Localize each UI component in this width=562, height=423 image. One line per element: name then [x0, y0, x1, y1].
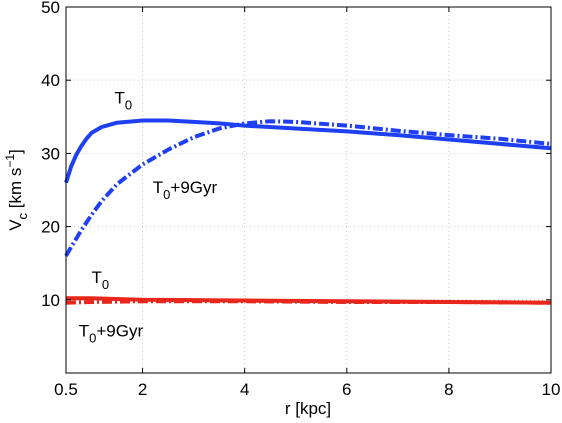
grid-lines: [66, 7, 551, 373]
series-line: [64, 119, 552, 257]
x-tick-label: 4: [240, 380, 249, 399]
x-tick-label: 0.5: [54, 380, 78, 399]
annotation-subscript: 0: [125, 98, 132, 113]
ticks-group: 0.5 2 4 6 8 10 10 20 30 40 50: [41, 0, 560, 399]
y-tick-label: 40: [41, 71, 60, 90]
annotation-subscript: 0: [102, 277, 109, 292]
plot-frame: [65, 6, 552, 374]
y-tick-label: 20: [41, 218, 60, 237]
curve-annotation: T0: [115, 89, 133, 113]
x-axis-label: r [kpc]: [285, 399, 331, 418]
y-label-unit: [km s: [6, 168, 25, 213]
y-tick-label: 50: [41, 0, 60, 17]
series-line: [64, 118, 552, 184]
y-label-main: V: [6, 219, 25, 231]
x-tick-label: 2: [138, 380, 147, 399]
annotation-main: T: [153, 178, 163, 197]
x-tick-label: 8: [444, 380, 453, 399]
annotation-suffix: +9Gyr: [170, 178, 217, 197]
y-label-subscript: c: [15, 212, 30, 219]
plot-background: [66, 7, 551, 373]
x-tick-label: 10: [542, 380, 561, 399]
y-label-superscript: −1: [3, 154, 17, 168]
annotation-suffix: +9Gyr: [96, 321, 143, 340]
y-tick-label: 30: [41, 144, 60, 163]
series-line: [65, 299, 552, 305]
y-label-close: ]: [6, 149, 25, 154]
x-tick-label: 6: [342, 380, 351, 399]
y-axis-label: Vc [km s−1]: [3, 149, 30, 231]
annotation-subscript: 0: [89, 330, 96, 345]
curve-annotation: T0+9Gyr: [153, 178, 218, 202]
curve-annotation: T0: [92, 268, 110, 292]
curve-annotation: T0+9Gyr: [79, 321, 144, 345]
series-group: [64, 118, 552, 305]
annotation-subscript: 0: [163, 187, 170, 202]
annotation-main: T: [115, 89, 125, 108]
y-tick-label: 10: [41, 291, 60, 310]
annotation-main: T: [92, 268, 102, 287]
annotation-main: T: [79, 321, 89, 340]
